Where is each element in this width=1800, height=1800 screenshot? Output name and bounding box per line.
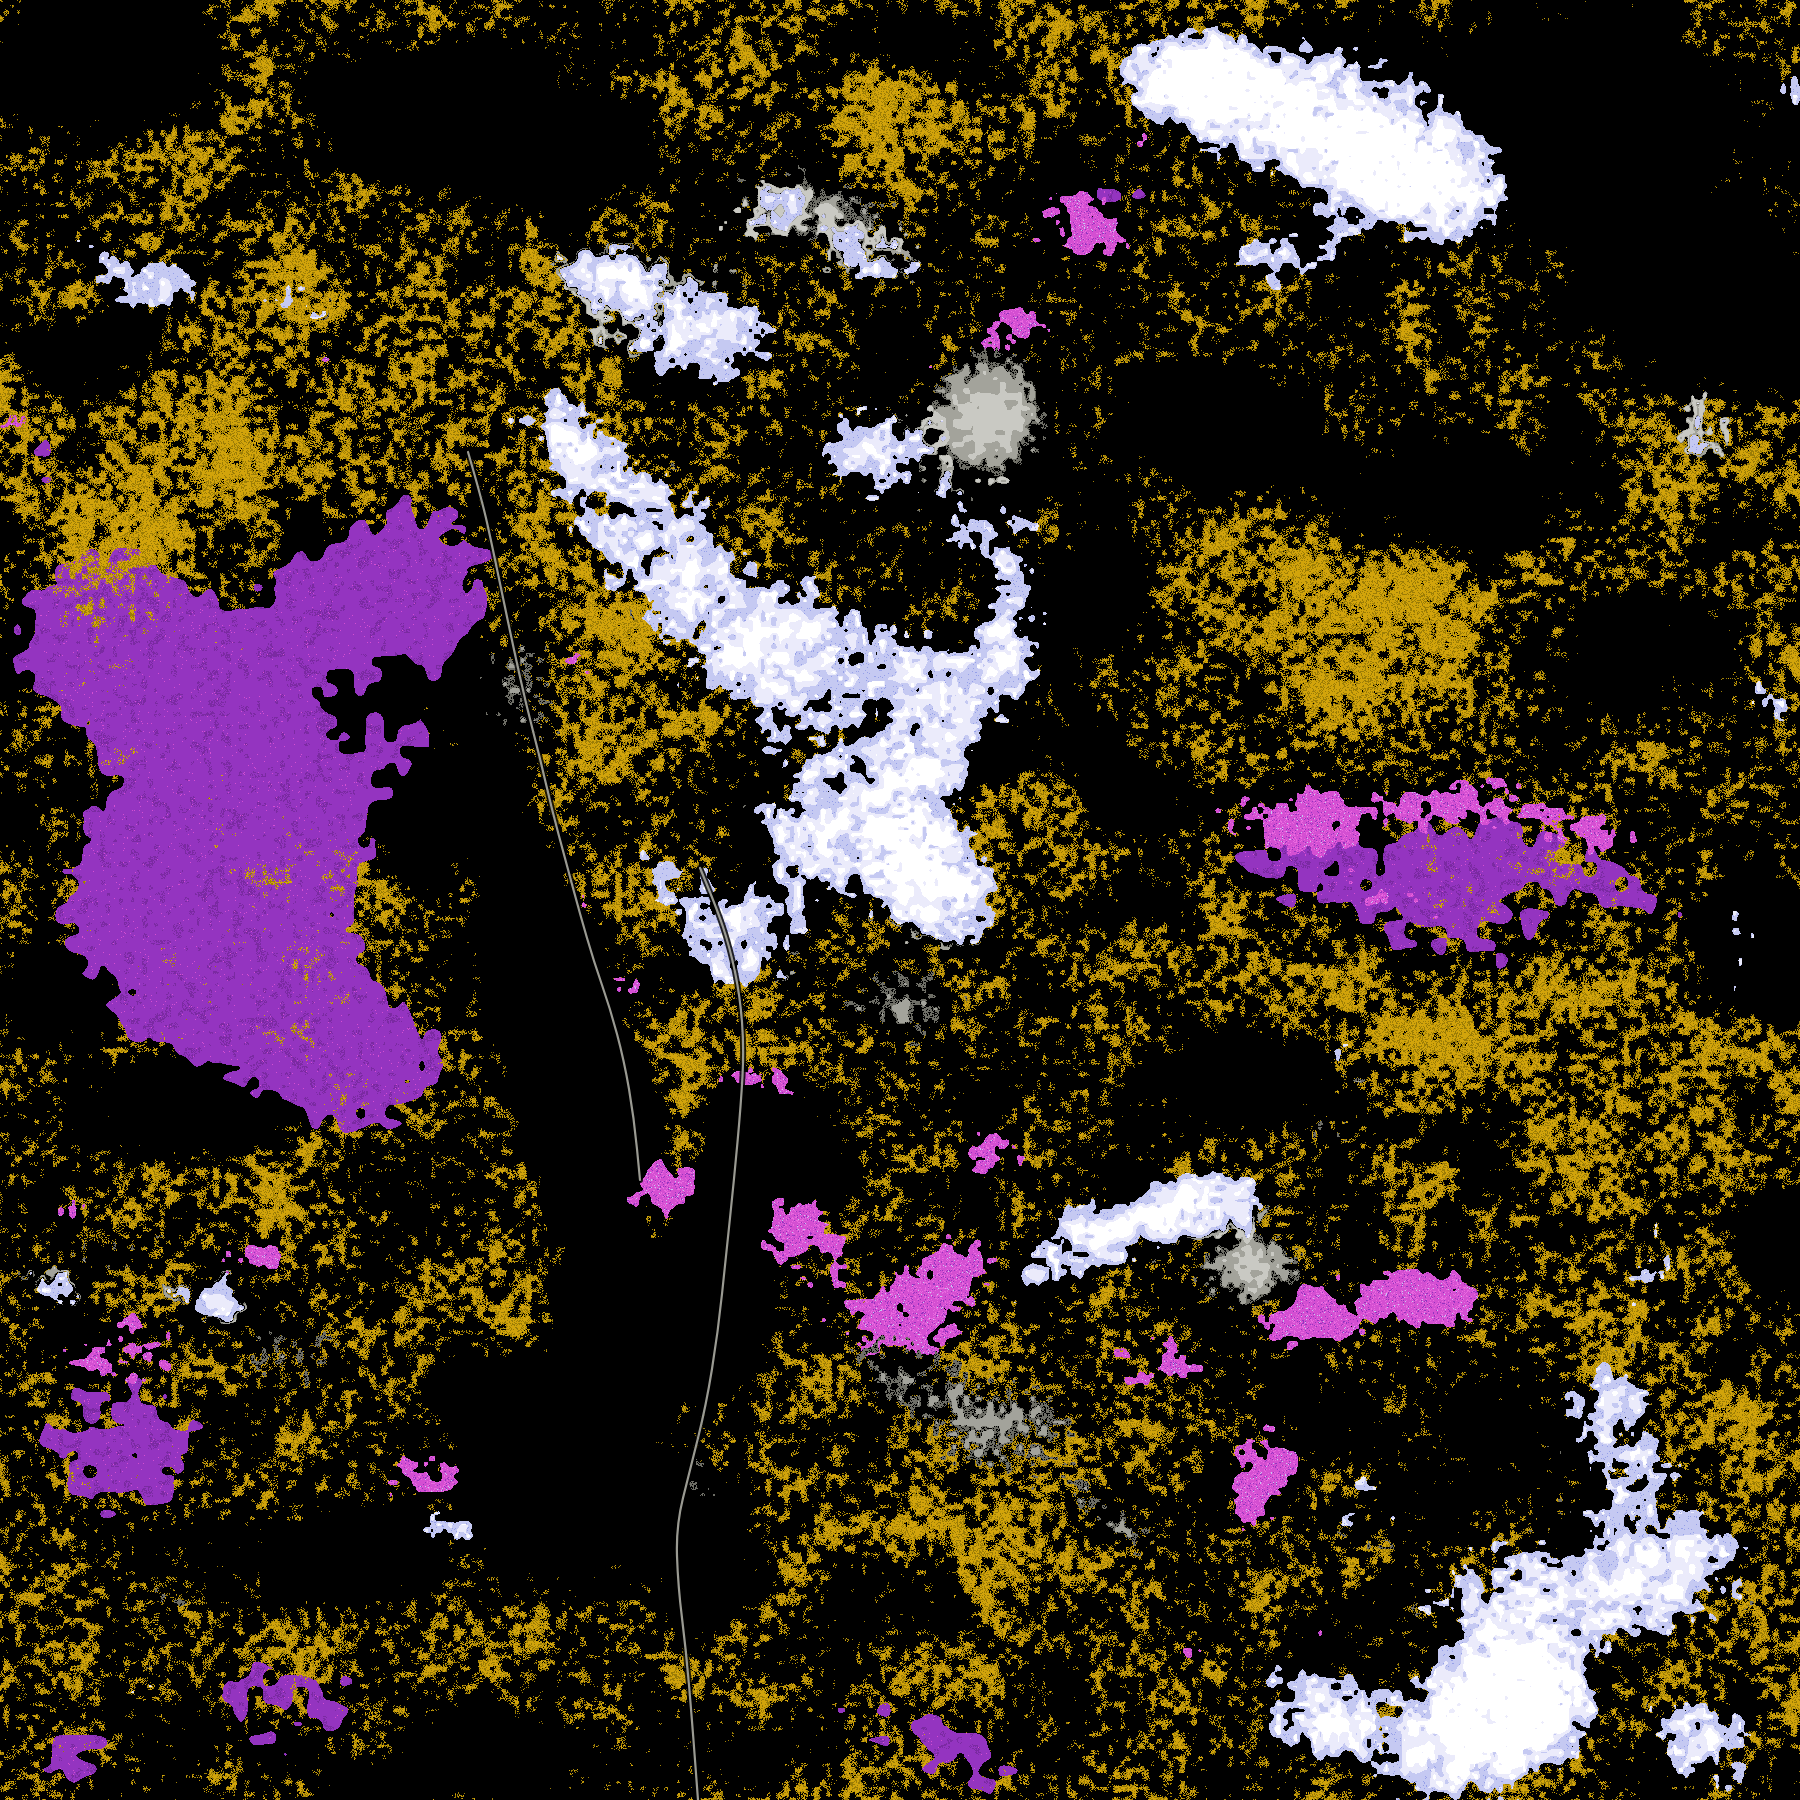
satellite-scene (0, 0, 1800, 1800)
satellite-image-canvas (0, 0, 1800, 1800)
